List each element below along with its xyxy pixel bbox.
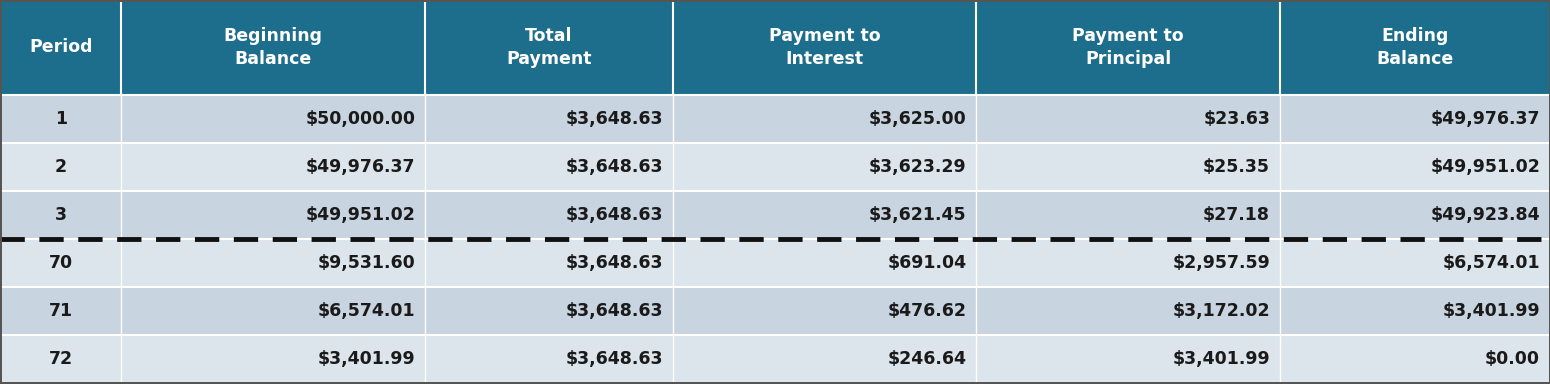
Bar [121,95,425,143]
Text: 70: 70 [48,254,73,272]
Text: $3,401.99: $3,401.99 [318,350,415,368]
Bar [1280,191,1550,239]
Text: $3,648.63: $3,648.63 [566,206,663,224]
Bar [976,287,1280,335]
Text: $691.04: $691.04 [887,254,966,272]
Text: $6,574.01: $6,574.01 [318,302,415,320]
Bar [425,95,673,143]
Bar [976,191,1280,239]
Bar [121,143,425,191]
Text: $3,625.00: $3,625.00 [868,110,966,128]
Text: $3,401.99: $3,401.99 [1172,350,1269,368]
Text: $246.64: $246.64 [887,350,966,368]
Bar [673,239,976,287]
Text: Payment to
Interest: Payment to Interest [769,27,880,68]
Text: $3,648.63: $3,648.63 [566,158,663,176]
Bar [0,95,121,143]
Text: Beginning
Balance: Beginning Balance [223,27,322,68]
Bar [673,335,976,383]
Bar [1280,95,1550,143]
Bar [425,239,673,287]
Bar [425,191,673,239]
Text: $50,000.00: $50,000.00 [305,110,415,128]
Text: Total
Payment: Total Payment [507,27,592,68]
Bar [425,143,673,191]
Bar [0,335,121,383]
Text: $49,976.37: $49,976.37 [1431,110,1541,128]
Text: $3,648.63: $3,648.63 [566,302,663,320]
Bar [121,191,425,239]
Bar [976,95,1280,143]
Text: $27.18: $27.18 [1203,206,1269,224]
Bar [121,335,425,383]
Text: $3,648.63: $3,648.63 [566,110,663,128]
Text: $3,648.63: $3,648.63 [566,254,663,272]
Bar [976,239,1280,287]
Text: $3,621.45: $3,621.45 [868,206,966,224]
Text: $49,951.02: $49,951.02 [305,206,415,224]
Bar [0,143,121,191]
Bar [121,239,425,287]
Text: $2,957.59: $2,957.59 [1172,254,1269,272]
Bar [1280,239,1550,287]
Bar [673,0,976,95]
Bar [425,287,673,335]
Text: $3,401.99: $3,401.99 [1443,302,1541,320]
Text: 1: 1 [54,110,67,128]
Text: $49,951.02: $49,951.02 [1431,158,1541,176]
Bar [425,335,673,383]
Text: $3,172.02: $3,172.02 [1172,302,1269,320]
Bar [673,191,976,239]
Bar [673,95,976,143]
Bar [0,191,121,239]
Text: 2: 2 [54,158,67,176]
Text: $6,574.01: $6,574.01 [1443,254,1541,272]
Text: $9,531.60: $9,531.60 [318,254,415,272]
Text: $49,923.84: $49,923.84 [1431,206,1541,224]
Bar [976,0,1280,95]
Text: $23.63: $23.63 [1203,110,1269,128]
Text: Period: Period [29,38,93,56]
Text: $476.62: $476.62 [887,302,966,320]
Bar [1280,287,1550,335]
Bar [0,0,121,95]
Text: 3: 3 [54,206,67,224]
Text: $0.00: $0.00 [1485,350,1541,368]
Text: 72: 72 [48,350,73,368]
Bar [673,287,976,335]
Text: 71: 71 [48,302,73,320]
Bar [0,239,121,287]
Text: Payment to
Principal: Payment to Principal [1073,27,1184,68]
Bar [976,143,1280,191]
Bar [121,287,425,335]
Bar [1280,0,1550,95]
Text: $25.35: $25.35 [1203,158,1269,176]
Text: $3,648.63: $3,648.63 [566,350,663,368]
Text: Ending
Balance: Ending Balance [1376,27,1454,68]
Bar [121,0,425,95]
Bar [976,335,1280,383]
Bar [0,287,121,335]
Text: $3,623.29: $3,623.29 [868,158,966,176]
Bar [673,143,976,191]
Bar [1280,143,1550,191]
Text: $49,976.37: $49,976.37 [305,158,415,176]
Bar [425,0,673,95]
Bar [1280,335,1550,383]
